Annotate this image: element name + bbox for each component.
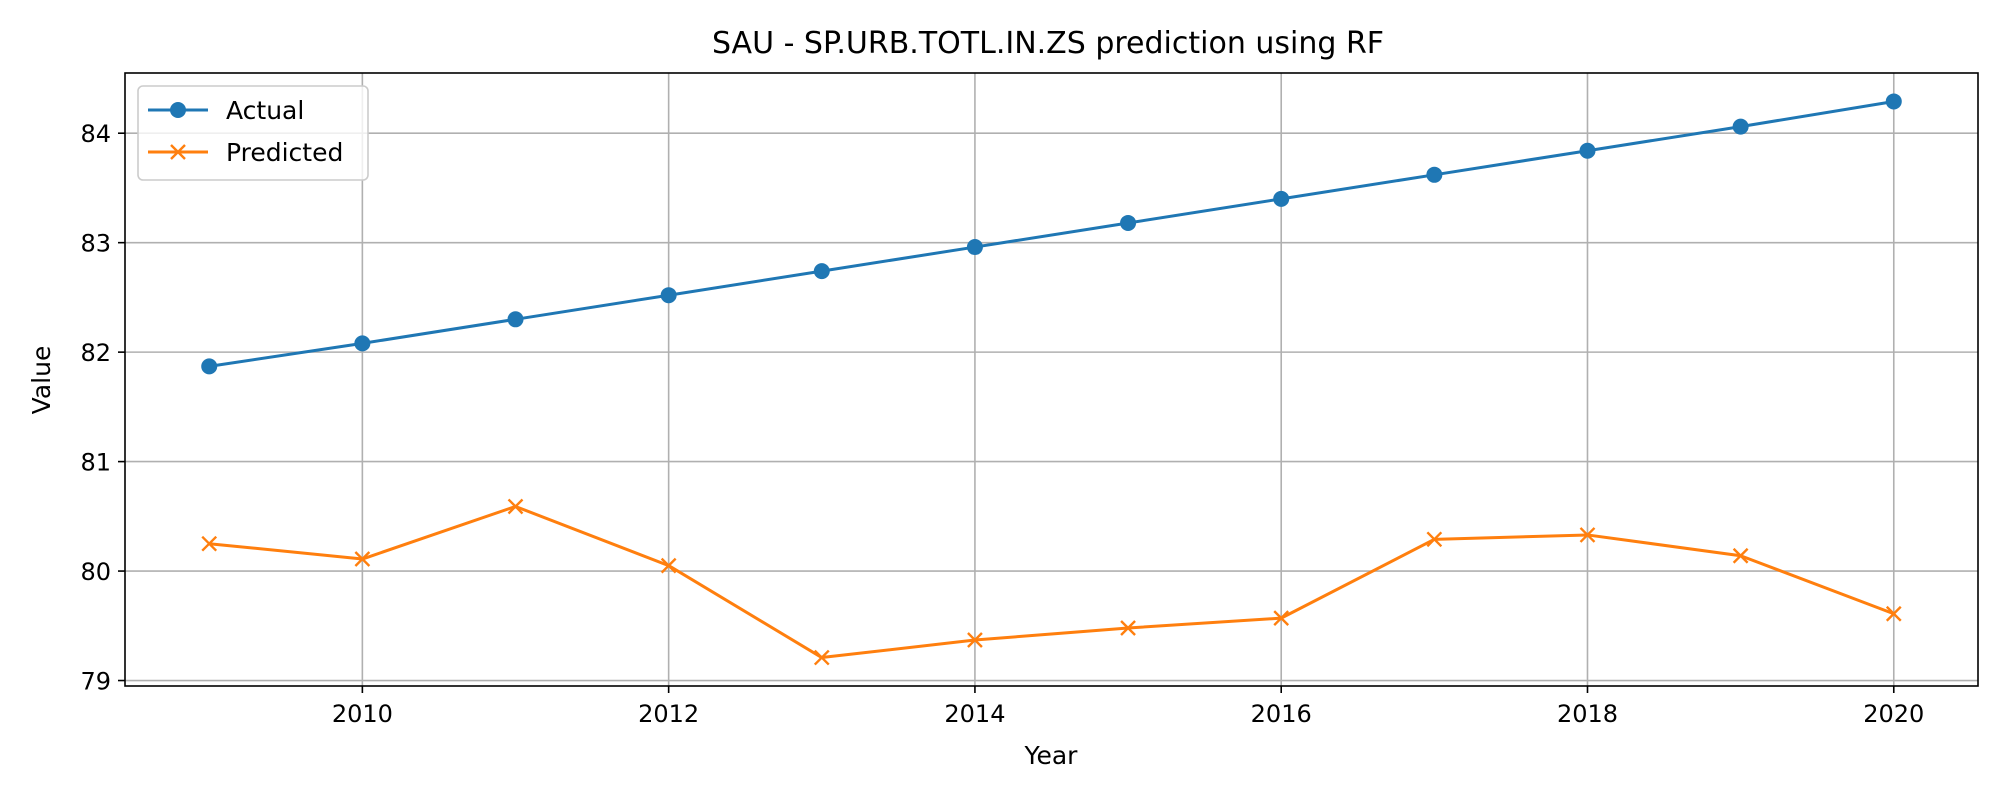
predicted-data-point (354, 551, 371, 567)
plot-frame (124, 72, 1979, 687)
x-marker-stroke (1273, 610, 1290, 626)
x-tick-label: 2018 (1557, 700, 1618, 728)
predicted-data-point (967, 632, 983, 648)
predicted-series-line (209, 504, 1895, 660)
x-marker-stroke (967, 632, 983, 648)
actual-data-point (201, 358, 218, 375)
actual-data-point (1579, 142, 1596, 159)
predicted-data-point (507, 498, 524, 515)
x-axis-label: Year (1024, 741, 1079, 770)
x-axis: 2010 2012 2014 2016 2018 2020 (332, 686, 1924, 728)
predicted-data-point (1579, 527, 1596, 543)
legend-predicted-marker (170, 144, 186, 160)
x-marker-stroke (1885, 605, 1902, 622)
legend-predicted-label: Predicted (226, 138, 343, 167)
actual-data-point (966, 239, 983, 256)
actual-series-line (209, 99, 1895, 368)
legend-actual-label: Actual (226, 96, 304, 125)
actual-data-point (1273, 190, 1290, 207)
x-marker-stroke (354, 551, 371, 567)
y-tick-label: 82 (80, 339, 111, 367)
predicted-data-point (1885, 605, 1902, 622)
x-tick-label: 2012 (638, 700, 699, 728)
grid-lines (125, 73, 1978, 686)
predicted-data-point (813, 649, 830, 666)
y-axis: 79 80 81 82 83 84 (80, 120, 125, 696)
y-tick-label: 81 (80, 449, 111, 477)
x-tick-label: 2020 (1863, 700, 1924, 728)
actual-data-point (354, 335, 371, 352)
predicted-data-point (1426, 531, 1443, 548)
x-marker-stroke (1426, 531, 1443, 548)
y-tick-label: 79 (80, 668, 111, 696)
actual-data-point (1426, 166, 1443, 183)
chart-title: SAU - SP.URB.TOTL.IN.ZS prediction using… (712, 26, 1384, 61)
x-marker-stroke (201, 535, 218, 552)
x-tick-label: 2016 (1251, 700, 1312, 728)
actual-data-point (813, 263, 830, 280)
predicted-data-point (660, 557, 677, 574)
predicted-data-point (1273, 610, 1290, 626)
x-marker-stroke (813, 649, 830, 666)
x-tick-label: 2014 (944, 700, 1005, 728)
actual-data-point (507, 311, 524, 328)
x-marker-stroke (507, 498, 524, 515)
actual-data-point (660, 287, 677, 304)
y-tick-label: 83 (80, 230, 111, 258)
y-tick-label: 80 (80, 558, 111, 586)
y-axis-label: Value (27, 346, 56, 415)
x-tick-label: 2010 (332, 700, 393, 728)
x-marker-stroke (1732, 547, 1749, 564)
x-marker-stroke (1120, 620, 1136, 636)
predicted-data-point (201, 535, 218, 552)
predicted-data-point (1120, 620, 1136, 636)
actual-data-point (1732, 118, 1749, 135)
y-tick-label: 84 (80, 120, 111, 148)
actual-data-point (1120, 214, 1137, 231)
x-marker-stroke (660, 557, 677, 574)
series-layer (201, 93, 1902, 666)
x-marker-stroke (170, 144, 186, 160)
legend: Actual Predicted (137, 85, 369, 181)
x-marker-stroke (1579, 527, 1596, 543)
predicted-data-point (1732, 547, 1749, 564)
actual-data-point (1885, 93, 1902, 110)
legend-actual-marker (170, 102, 186, 118)
